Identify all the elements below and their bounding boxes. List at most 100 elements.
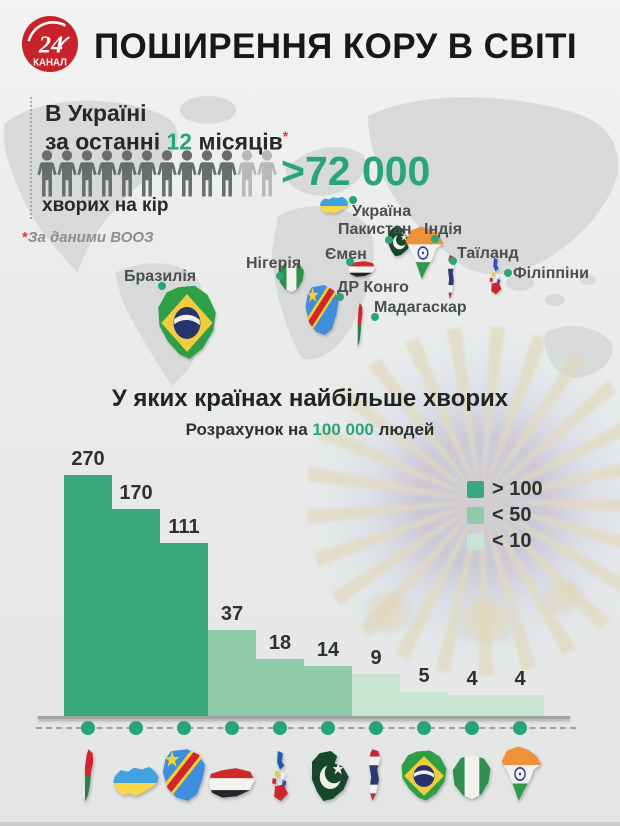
legend-swatch bbox=[467, 506, 484, 524]
flag-ukraine-map bbox=[319, 195, 349, 217]
bar-value: 270 bbox=[71, 448, 105, 470]
bar-Бразилія: 5 bbox=[400, 665, 448, 717]
legend-row: > 100 bbox=[467, 476, 543, 502]
virus-fragment bbox=[356, 592, 420, 634]
map-label-thailand: Таїланд bbox=[457, 245, 519, 262]
flag-ukraine-icon bbox=[112, 764, 160, 802]
months-highlight: 12 bbox=[166, 128, 193, 155]
axis-dot bbox=[465, 721, 479, 735]
bar-value: 5 bbox=[418, 665, 430, 687]
bar-value: 4 bbox=[466, 668, 478, 690]
chart-title: У яких країнах найбільше хворих bbox=[111, 385, 509, 412]
person-icon bbox=[56, 150, 77, 202]
axis-dot bbox=[369, 721, 383, 735]
axis-dot bbox=[225, 721, 239, 735]
flag-india-icon bbox=[497, 746, 543, 802]
legend-label: < 50 bbox=[492, 503, 532, 526]
map-dot-yemen bbox=[346, 258, 354, 266]
map-dot-pakistan bbox=[385, 236, 393, 244]
bar-Філіппіни: 18 bbox=[256, 632, 304, 717]
legend-label: > 100 bbox=[492, 477, 543, 500]
axis-dot bbox=[177, 721, 191, 735]
map-label-philippines: Філіппіни bbox=[513, 265, 589, 282]
dotted-divider bbox=[30, 97, 32, 219]
flag-madagascar-map bbox=[352, 302, 367, 347]
legend-swatch bbox=[467, 480, 484, 498]
person-icon bbox=[116, 150, 137, 202]
flag-philippines-map bbox=[482, 257, 509, 295]
person-icon bbox=[236, 150, 257, 202]
stats-line2: за останні 12 місяців* bbox=[45, 128, 289, 155]
axis-dot bbox=[321, 721, 335, 735]
map-label-ukraine: Україна bbox=[352, 203, 412, 220]
bar-value: 14 bbox=[316, 639, 340, 661]
map-dot-india bbox=[431, 235, 439, 243]
person-icon bbox=[76, 150, 97, 202]
person-icon bbox=[216, 150, 237, 202]
bar-Україна: 170 bbox=[112, 482, 160, 717]
bar-Таїланд: 9 bbox=[352, 647, 400, 717]
channel-24-logo: 24 КАНАЛ bbox=[21, 15, 79, 73]
bar-value: 170 bbox=[119, 482, 153, 504]
flag-pakistan-icon bbox=[305, 750, 351, 802]
bar-Нігерія: 4 bbox=[448, 668, 496, 717]
map-dot-thailand bbox=[449, 257, 457, 265]
person-icon bbox=[176, 150, 197, 202]
flag-yemen-icon bbox=[208, 766, 256, 802]
page-title: ПОШИРЕННЯ КОРУ В СВІТІ bbox=[94, 27, 577, 66]
flag-brazil-map bbox=[155, 285, 219, 361]
flag-madagascar-icon bbox=[75, 748, 101, 802]
map-dot-nigeria bbox=[276, 272, 284, 280]
person-icon bbox=[96, 150, 117, 202]
person-icon bbox=[256, 150, 277, 202]
flag-drcongo-map bbox=[304, 284, 340, 336]
bar-ДР Конго: 111 bbox=[160, 516, 208, 717]
map-dot-madagascar bbox=[371, 313, 379, 321]
chart-subtitle: Розрахунок на 100 000 людей bbox=[185, 420, 435, 439]
cases-big-number: >72 000 bbox=[281, 148, 431, 194]
map-dot-philippines bbox=[504, 269, 512, 277]
map-dot-brazil bbox=[158, 282, 166, 290]
people-pictogram-row bbox=[36, 150, 277, 202]
map-label-brazil: Бразилія bbox=[124, 268, 197, 285]
bar-value: 37 bbox=[220, 603, 244, 625]
map-dot-ukraine bbox=[349, 196, 357, 204]
svg-text:КАНАЛ: КАНАЛ bbox=[33, 57, 67, 68]
bar-Ємен: 37 bbox=[208, 603, 256, 717]
flag-thailand-icon bbox=[361, 748, 391, 802]
person-icon bbox=[156, 150, 177, 202]
map-dot-drcongo bbox=[336, 293, 344, 301]
flag-philippines-icon bbox=[262, 750, 298, 802]
chart-legend: > 100 < 50 < 10 bbox=[467, 476, 543, 554]
legend-label: < 10 bbox=[492, 529, 532, 552]
map-label-pakistan: Пакистан bbox=[338, 221, 412, 238]
bar-Мадагаскар: 270 bbox=[64, 448, 112, 717]
virus-fragment bbox=[536, 578, 590, 614]
legend-row: < 10 bbox=[467, 528, 543, 554]
flag-nigeria-icon bbox=[449, 754, 495, 802]
chart-baseline bbox=[38, 716, 570, 719]
map-label-drcongo: ДР Конго bbox=[337, 279, 409, 296]
virus-fragment bbox=[446, 598, 526, 644]
person-icon bbox=[36, 150, 57, 202]
legend-row: < 50 bbox=[467, 502, 543, 528]
axis-dot bbox=[417, 721, 431, 735]
flag-yemen-map bbox=[348, 260, 376, 279]
subtitle-highlight: 100 000 bbox=[312, 420, 374, 439]
bar-value: 4 bbox=[514, 668, 526, 690]
person-icon bbox=[196, 150, 217, 202]
bar-Індія: 4 bbox=[496, 668, 544, 717]
map-label-nigeria: Нігерія bbox=[246, 255, 302, 272]
map-label-india: Індія bbox=[424, 221, 463, 238]
person-icon bbox=[136, 150, 157, 202]
map-label-madagascar: Мадагаскар bbox=[374, 299, 467, 316]
axis-dot bbox=[81, 721, 95, 735]
source-note: *За даними ВООЗ bbox=[22, 229, 154, 246]
cases-caption: хворих на кір bbox=[42, 195, 169, 216]
map-label-yemen: Ємен bbox=[325, 246, 367, 263]
stats-line1: В Україні bbox=[45, 100, 147, 126]
footnote-asterisk: * bbox=[282, 128, 289, 144]
bar-value: 111 bbox=[168, 516, 200, 538]
flag-brazil-icon bbox=[399, 750, 449, 802]
